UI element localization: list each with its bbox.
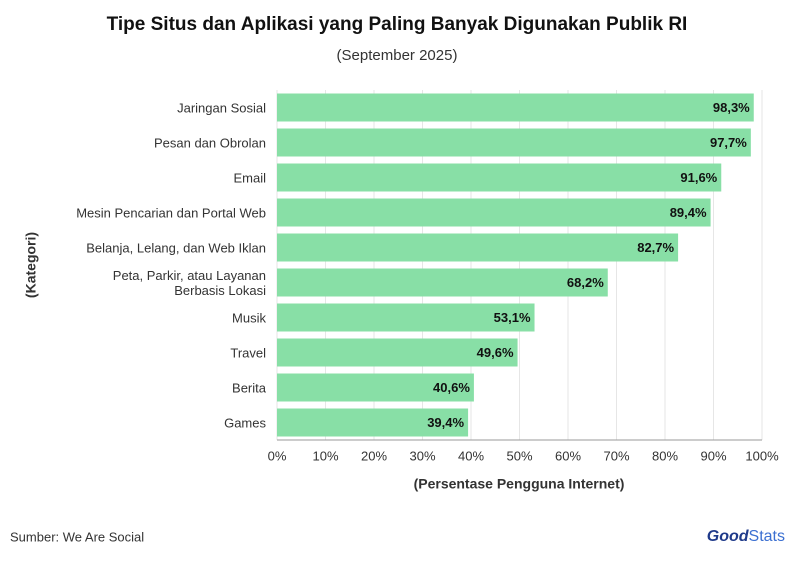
value-label: 40,6% [433, 380, 470, 395]
x-tick-label: 70% [603, 448, 629, 463]
chart-subtitle: (September 2025) [337, 47, 458, 64]
y-axis-title: (Kategori) [23, 232, 39, 298]
bar [277, 163, 722, 192]
bar [277, 408, 469, 437]
y-tick-label: Belanja, Lelang, dan Web Iklan [86, 240, 266, 255]
x-tick-label: 0% [268, 448, 287, 463]
y-tick-label: Mesin Pencarian dan Portal Web [76, 205, 266, 220]
bar [277, 128, 751, 157]
value-label: 49,6% [477, 345, 514, 360]
x-tick-label: 40% [458, 448, 484, 463]
value-label: 98,3% [713, 100, 750, 115]
value-label: 53,1% [494, 310, 531, 325]
x-tick-label: 100% [745, 448, 779, 463]
value-label: 89,4% [670, 205, 707, 220]
y-tick-label: Pesan dan Obrolan [153, 135, 266, 150]
value-label: 97,7% [710, 135, 747, 150]
value-label: 68,2% [567, 275, 604, 290]
y-tick-label: Jaringan Sosial [177, 100, 266, 115]
bar [277, 338, 518, 367]
value-label: 82,7% [637, 240, 674, 255]
x-tick-label: 90% [700, 448, 726, 463]
y-tick-label: Email [233, 170, 266, 185]
chart-title: Tipe Situs dan Aplikasi yang Paling Bany… [107, 14, 688, 35]
y-tick-label: Peta, Parkir, atau Layanan Berbasis Loka… [112, 267, 266, 298]
bar [277, 198, 711, 227]
value-label: 39,4% [427, 415, 464, 430]
brand-logo: GoodStats [707, 528, 785, 545]
bar [277, 233, 679, 262]
bar [277, 373, 474, 402]
x-axis-title: (Persentase Pengguna Internet) [414, 476, 625, 492]
y-tick-label: Travel [230, 345, 266, 360]
x-tick-label: 50% [506, 448, 532, 463]
x-tick-label: 10% [312, 448, 338, 463]
x-tick-label: 80% [652, 448, 678, 463]
y-tick-label: Musik [232, 310, 266, 325]
x-tick-label: 20% [361, 448, 387, 463]
y-tick-label: Games [224, 415, 266, 430]
x-tick-label: 60% [555, 448, 581, 463]
value-label: 91,6% [680, 170, 717, 185]
bar [277, 268, 608, 297]
brand-stats: Stats [749, 528, 785, 545]
bar [277, 93, 754, 122]
y-tick-label: Berita [232, 380, 266, 395]
brand-good: Good [707, 528, 750, 545]
source: Sumber: We Are Social [10, 529, 144, 544]
x-tick-label: 30% [409, 448, 435, 463]
bar [277, 303, 535, 332]
